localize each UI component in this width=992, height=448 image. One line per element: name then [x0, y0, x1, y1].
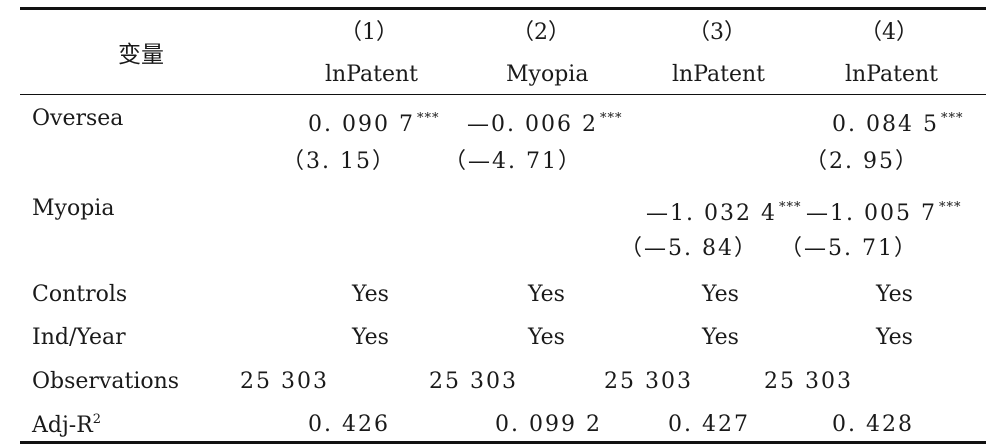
indyear-val-4: Yes — [876, 325, 913, 350]
col1-index: （1） — [340, 20, 398, 45]
controls-val-2: Yes — [528, 282, 565, 307]
row-label-adjr2: Adj-R2 — [32, 412, 102, 438]
row-label-indyear: Ind/Year — [32, 325, 126, 350]
row-label-myopia: Myopia — [32, 196, 115, 221]
col2-dep: Myopia — [506, 62, 589, 87]
adjr2-val-2: 0. 099 2 — [495, 412, 602, 437]
indyear-val-3: Yes — [702, 325, 739, 350]
controls-val-3: Yes — [702, 282, 739, 307]
adjr2-val-4: 0. 428 — [832, 412, 914, 437]
oversea-tstat-2: （—4. 71） — [444, 149, 582, 174]
variable-header: 变量 — [118, 42, 164, 68]
observations-val-4: 25 303 — [764, 369, 853, 394]
observations-val-2: 25 303 — [429, 369, 518, 394]
row-label-observations: Observations — [32, 369, 180, 394]
col3-index: （3） — [688, 20, 746, 45]
adjr2-val-3: 0. 427 — [668, 412, 750, 437]
oversea-coef-2: —0. 006 2 *** — [467, 111, 623, 137]
col4-dep: lnPatent — [845, 62, 939, 87]
row-label-controls: Controls — [32, 282, 128, 307]
adjr2-val-1: 0. 426 — [308, 412, 390, 437]
bottom-rule — [20, 441, 986, 444]
indyear-val-1: Yes — [352, 325, 389, 350]
myopia-coef-3: —1. 032 4 *** — [646, 200, 802, 226]
indyear-val-2: Yes — [528, 325, 565, 350]
controls-val-4: Yes — [876, 282, 913, 307]
observations-val-1: 25 303 — [240, 369, 329, 394]
col2-index: （2） — [512, 20, 570, 45]
controls-val-1: Yes — [352, 282, 389, 307]
col3-dep: lnPatent — [672, 62, 766, 87]
oversea-tstat-1: （3. 15） — [282, 149, 396, 174]
col1-dep: lnPatent — [325, 62, 419, 87]
oversea-coef-4: 0. 084 5 *** — [832, 111, 964, 137]
top-rule — [20, 7, 986, 10]
myopia-tstat-4: （—5. 71） — [780, 236, 918, 261]
myopia-tstat-3: （—5. 84） — [620, 236, 758, 261]
row-label-oversea: Oversea — [32, 106, 124, 131]
oversea-coef-1: 0. 090 7 *** — [308, 111, 440, 137]
col4-index: （4） — [860, 20, 918, 45]
observations-val-3: 25 303 — [604, 369, 693, 394]
myopia-coef-4: —1. 005 7 *** — [806, 200, 962, 226]
header-rule — [20, 94, 986, 95]
oversea-tstat-4: （2. 95） — [805, 149, 919, 174]
